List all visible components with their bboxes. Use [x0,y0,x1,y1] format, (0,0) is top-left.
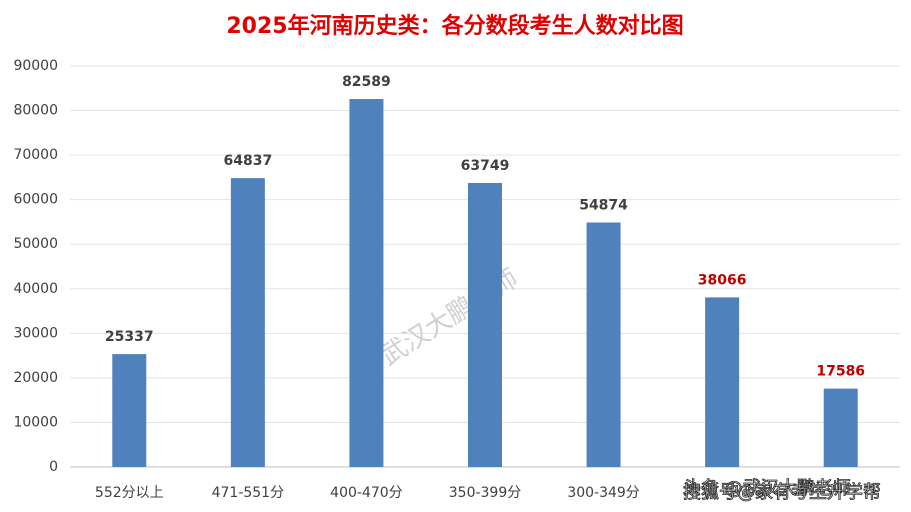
watermark: 头条 @武汉大鹏老师 [683,478,851,499]
bar [823,388,858,467]
y-tick-label: 90000 [13,58,58,74]
x-tick-label: 552分以上 [95,485,164,501]
value-label: 64837 [223,153,272,169]
bar [230,178,265,467]
value-label: 82589 [342,74,391,90]
bar [586,222,621,467]
value-label: 38066 [698,272,747,288]
value-label: 63749 [461,158,510,174]
x-tick-label: 471-551分 [212,485,285,501]
value-label: 17586 [816,364,865,380]
y-tick-label: 10000 [13,414,58,430]
y-tick-label: 60000 [13,192,58,208]
bar [705,297,740,467]
value-label: 25337 [105,329,154,345]
y-tick-label: 70000 [13,147,58,163]
bar [468,182,502,468]
bar [349,99,384,468]
y-tick-label: 40000 [13,281,58,297]
y-tick-label: 20000 [13,370,58,386]
bar [112,354,147,467]
watermark: 搜狐号@家有考生升学帮 [683,482,881,503]
x-tick-label: 350-399分 [449,485,522,501]
y-tick-label: 0 [49,459,58,475]
y-tick-label: 50000 [13,236,58,252]
value-label: 54874 [579,198,628,214]
x-tick-label: 400-470分 [330,485,403,501]
x-tick-label: 300-349分 [567,485,640,501]
y-tick-label: 30000 [13,325,58,341]
chart-title: 2025年河南历史类：各分数段考生人数对比图 [226,13,683,39]
y-tick-label: 80000 [13,103,58,119]
